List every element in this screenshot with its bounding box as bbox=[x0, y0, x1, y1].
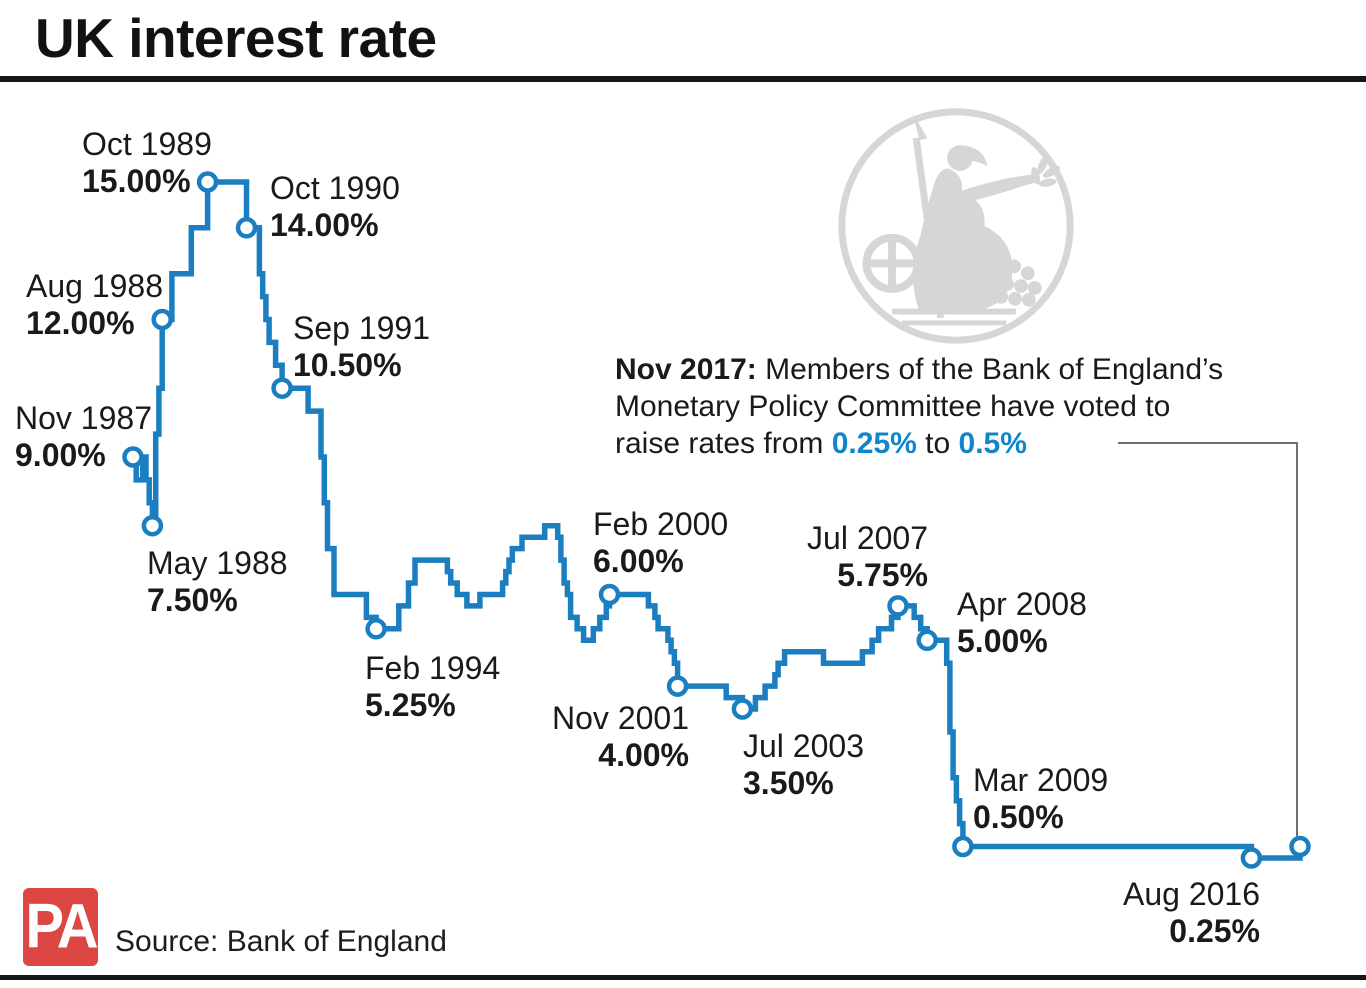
rate-step-line bbox=[133, 179, 1303, 861]
bank-of-england-seal-icon bbox=[838, 108, 1074, 344]
annotation-line-1: Nov 2017: Members of the Bank of England… bbox=[615, 353, 1224, 386]
rate-marker bbox=[598, 583, 621, 606]
rate-marker bbox=[235, 217, 258, 239]
rate-marker bbox=[916, 629, 938, 652]
rate-marker bbox=[271, 377, 293, 399]
annotation-date: Nov 2017: bbox=[615, 353, 757, 386]
annotation-connector-line bbox=[1118, 442, 1298, 838]
rate-marker bbox=[1289, 835, 1311, 858]
rate-marker bbox=[952, 835, 974, 858]
bottom-divider bbox=[0, 975, 1366, 980]
pa-logo: PA bbox=[23, 888, 99, 966]
annotation-line-3: raise rates from 0.25% to 0.5% bbox=[615, 427, 1027, 460]
rate-marker bbox=[151, 308, 173, 331]
rate-marker bbox=[196, 171, 219, 193]
top-divider bbox=[0, 76, 1366, 82]
rate-marker bbox=[1240, 847, 1263, 869]
annotation-to-rate: 0.5% bbox=[958, 427, 1027, 460]
annotation: Nov 2017: Members of the Bank of England… bbox=[615, 351, 1223, 462]
page-title: UK interest rate bbox=[35, 7, 437, 69]
rate-markers bbox=[122, 171, 1311, 869]
rate-marker bbox=[731, 698, 754, 720]
rate-marker bbox=[887, 595, 909, 617]
annotation-line-2: Monetary Policy Committee have voted to bbox=[615, 390, 1171, 423]
rate-marker bbox=[666, 675, 689, 697]
source-label: Source: Bank of England bbox=[115, 925, 447, 958]
annotation-from-rate: 0.25% bbox=[831, 427, 917, 460]
rate-marker bbox=[141, 514, 164, 537]
rate-marker bbox=[365, 618, 387, 640]
rate-marker bbox=[122, 446, 144, 468]
